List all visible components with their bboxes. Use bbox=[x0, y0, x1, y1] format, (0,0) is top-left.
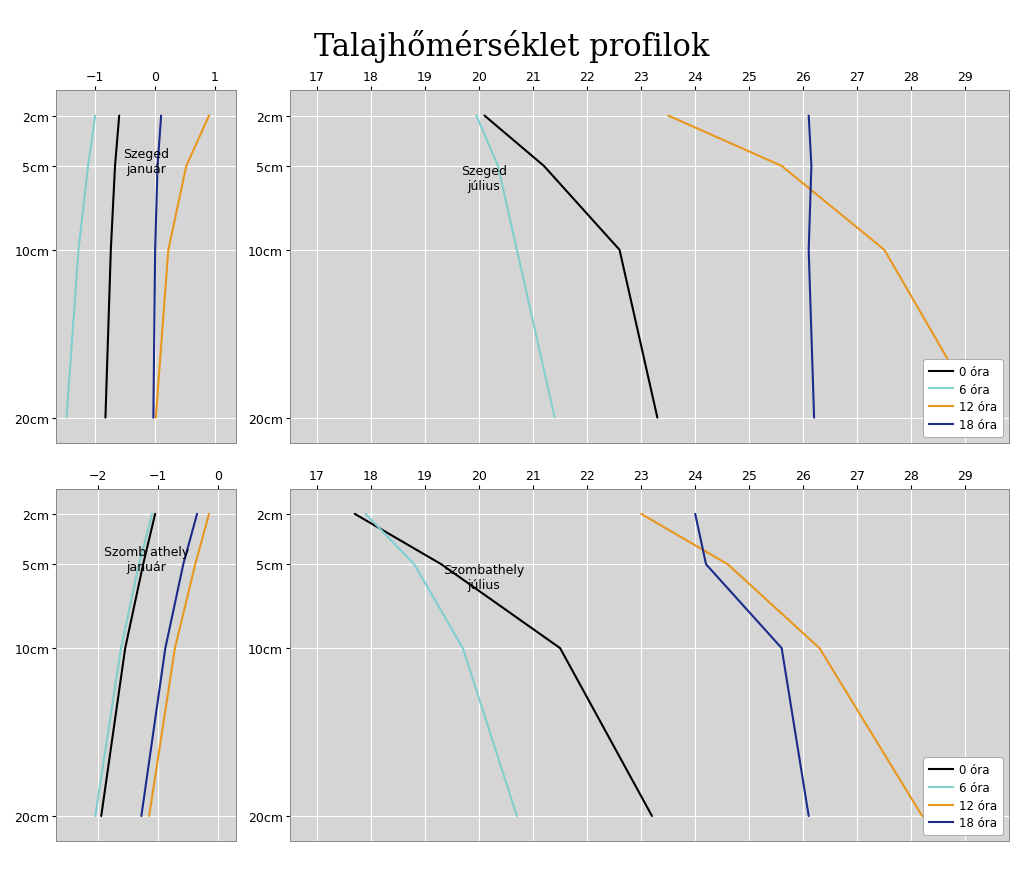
Text: Szeged
július: Szeged július bbox=[461, 165, 507, 193]
Text: Szomb athely
január: Szomb athely január bbox=[103, 546, 188, 574]
Text: Szombathely
július: Szombathely július bbox=[443, 563, 524, 591]
Legend: 0 óra, 6 óra, 12 óra, 18 óra: 0 óra, 6 óra, 12 óra, 18 óra bbox=[924, 360, 1002, 437]
Text: Talajhőmérséklet profilok: Talajhőmérséklet profilok bbox=[314, 30, 710, 63]
Text: Szeged
január: Szeged január bbox=[123, 148, 169, 176]
Legend: 0 óra, 6 óra, 12 óra, 18 óra: 0 óra, 6 óra, 12 óra, 18 óra bbox=[924, 758, 1002, 835]
